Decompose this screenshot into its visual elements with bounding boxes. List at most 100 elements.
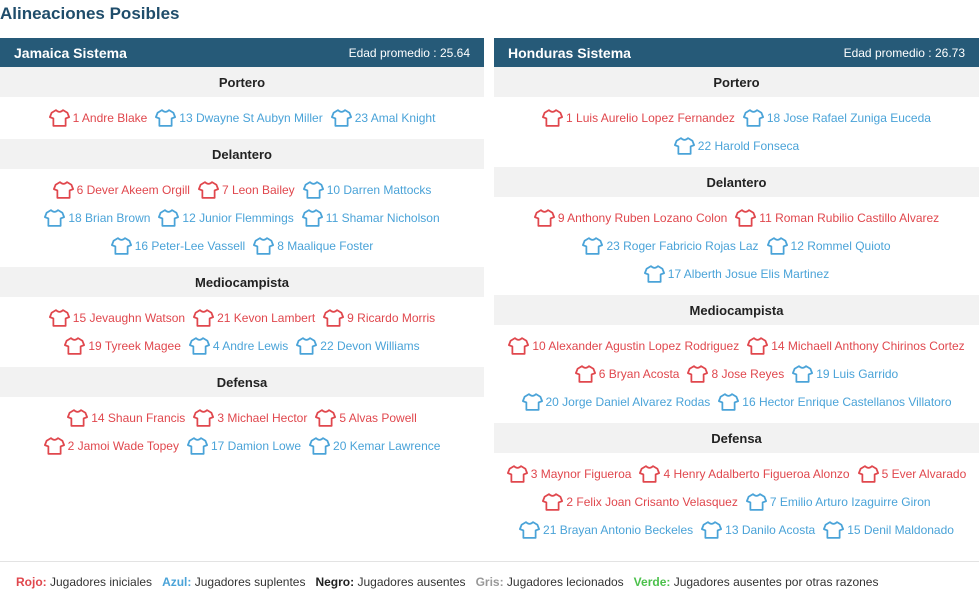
- player-name: 4 Andre Lewis: [212, 339, 289, 353]
- player-row: 18 Brian Brown 12 Junior Flemmings 11 Sham…: [0, 204, 484, 232]
- shirt-icon: [542, 109, 564, 127]
- player-link[interactable]: 21 Kevon Lambert: [193, 308, 315, 328]
- player-link[interactable]: 2 Felix Joan Crisanto Velasquez: [542, 492, 738, 512]
- player-link[interactable]: 4 Andre Lewis: [188, 336, 289, 356]
- shirt-icon: [301, 209, 323, 227]
- team-header: Jamaica Sistema Edad promedio : 25.64: [0, 38, 484, 67]
- legend-text: Jugadores ausentes: [354, 574, 466, 589]
- player-link[interactable]: 1 Luis Aurelio Lopez Fernandez: [542, 108, 735, 128]
- player-name: 20 Kemar Lawrence: [333, 439, 441, 453]
- player-row: 17 Alberth Josue Elis Martinez: [494, 260, 979, 288]
- player-link[interactable]: 16 Hector Enrique Castellanos Villatoro: [718, 392, 952, 412]
- player-link[interactable]: 5 Ever Alvarado: [857, 464, 966, 484]
- player-link[interactable]: 4 Henry Adalberto Figueroa Alonzo: [639, 464, 850, 484]
- shirt-icon: [857, 465, 879, 483]
- shirt-icon: [792, 365, 814, 383]
- player-link[interactable]: 13 Danilo Acosta: [701, 520, 815, 540]
- player-link[interactable]: 11 Roman Rubilio Castillo Alvarez: [735, 208, 939, 228]
- player-name: 13 Dwayne St Aubyn Miller: [179, 111, 323, 125]
- team-header: Honduras Sistema Edad promedio : 26.73: [494, 38, 979, 67]
- player-link[interactable]: 14 Michaell Anthony Chirinos Cortez: [747, 336, 965, 356]
- player-name: 13 Danilo Acosta: [725, 523, 816, 537]
- player-link[interactable]: 10 Alexander Agustin Lopez Rodriguez: [508, 336, 739, 356]
- lineup-sections: Portero 1 Andre Blake 13 Dwayne St Aubyn M…: [0, 67, 484, 467]
- player-link[interactable]: 20 Jorge Daniel Alvarez Rodas: [521, 392, 710, 412]
- player-link[interactable]: 8 Jose Reyes: [687, 364, 784, 384]
- shirt-icon: [519, 521, 541, 539]
- player-link[interactable]: 8 Maalique Foster: [253, 236, 373, 256]
- player-list: 3 Maynor Figueroa 4 Henry Adalberto Figue…: [494, 453, 979, 551]
- player-link[interactable]: 18 Brian Brown: [44, 208, 150, 228]
- player-link[interactable]: 7 Emilio Arturo Izaguirre Giron: [745, 492, 931, 512]
- legend-key: Gris:: [475, 574, 504, 589]
- player-link[interactable]: 2 Jamoi Wade Topey: [43, 436, 179, 456]
- player-link[interactable]: 10 Darren Mattocks: [302, 180, 432, 200]
- player-row: 10 Alexander Agustin Lopez Rodriguez 14 M…: [494, 332, 979, 360]
- player-link[interactable]: 18 Jose Rafael Zuniga Euceda: [742, 108, 931, 128]
- player-row: 2 Felix Joan Crisanto Velasquez 7 Emilio …: [494, 488, 979, 516]
- player-link[interactable]: 12 Junior Flemmings: [158, 208, 294, 228]
- legend-key: Rojo:: [16, 574, 47, 589]
- shirt-icon: [643, 265, 665, 283]
- player-name: 4 Henry Adalberto Figueroa Alonzo: [663, 467, 850, 481]
- player-link[interactable]: 12 Rommel Quioto: [766, 236, 891, 256]
- section-title-portero: Portero: [0, 67, 484, 97]
- player-name: 17 Alberth Josue Elis Martinez: [667, 267, 830, 281]
- player-name: 22 Devon Williams: [320, 339, 420, 353]
- shirt-icon: [186, 437, 208, 455]
- shirt-icon: [521, 393, 543, 411]
- legend-text: Jugadores ausentes por otras razones: [670, 574, 879, 589]
- shirt-icon: [67, 409, 89, 427]
- player-link[interactable]: 17 Alberth Josue Elis Martinez: [643, 264, 830, 284]
- player-name: 1 Luis Aurelio Lopez Fernandez: [566, 111, 735, 125]
- player-link[interactable]: 13 Dwayne St Aubyn Miller: [155, 108, 323, 128]
- player-link[interactable]: 16 Peter-Lee Vassell: [110, 236, 246, 256]
- shirt-icon: [506, 465, 528, 483]
- player-link[interactable]: 14 Shaun Francis: [67, 408, 185, 428]
- shirt-icon: [533, 209, 555, 227]
- shirt-icon: [582, 237, 604, 255]
- legend-key: Azul:: [162, 574, 192, 589]
- player-link[interactable]: 22 Devon Williams: [296, 336, 420, 356]
- player-link[interactable]: 7 Leon Bailey: [197, 180, 295, 200]
- player-link[interactable]: 19 Luis Garrido: [792, 364, 898, 384]
- player-link[interactable]: 17 Damion Lowe: [186, 436, 301, 456]
- player-link[interactable]: 23 Roger Fabricio Rojas Laz: [582, 236, 759, 256]
- player-row: 19 Tyreek Magee 4 Andre Lewis 22 Devon Wil…: [0, 332, 484, 360]
- shirt-icon: [188, 337, 210, 355]
- player-link[interactable]: 11 Shamar Nicholson: [301, 208, 440, 228]
- player-link[interactable]: 1 Andre Blake: [48, 108, 148, 128]
- player-link[interactable]: 3 Maynor Figueroa: [506, 464, 632, 484]
- player-link[interactable]: 9 Anthony Ruben Lozano Colon: [533, 208, 727, 228]
- player-name: 10 Darren Mattocks: [326, 183, 432, 197]
- shirt-icon: [766, 237, 788, 255]
- player-name: 3 Maynor Figueroa: [530, 467, 632, 481]
- player-row: 15 Jevaughn Watson 21 Kevon Lambert 9 Rica…: [0, 304, 484, 332]
- shirt-icon: [574, 365, 596, 383]
- player-link[interactable]: 9 Ricardo Morris: [323, 308, 435, 328]
- player-link[interactable]: 5 Alvas Powell: [315, 408, 417, 428]
- player-link[interactable]: 20 Kemar Lawrence: [309, 436, 440, 456]
- player-name: 3 Michael Hector: [217, 411, 308, 425]
- player-link[interactable]: 3 Michael Hector: [193, 408, 307, 428]
- player-link[interactable]: 21 Brayan Antonio Beckeles: [519, 520, 693, 540]
- player-link[interactable]: 23 Amal Knight: [330, 108, 435, 128]
- player-link[interactable]: 6 Bryan Acosta: [574, 364, 679, 384]
- player-name: 1 Andre Blake: [72, 111, 148, 125]
- shirt-icon: [639, 465, 661, 483]
- legend-key: Verde:: [633, 574, 671, 589]
- player-link[interactable]: 22 Harold Fonseca: [673, 136, 799, 156]
- player-link[interactable]: 19 Tyreek Magee: [64, 336, 181, 356]
- shirt-icon: [742, 109, 764, 127]
- player-name: 23 Roger Fabricio Rojas Laz: [606, 239, 759, 253]
- legend-item: Gris: Jugadores lecionados: [476, 575, 624, 589]
- shirt-icon: [330, 109, 352, 127]
- player-link[interactable]: 6 Dever Akeem Orgill: [52, 180, 190, 200]
- player-link[interactable]: 15 Denil Maldonado: [823, 520, 954, 540]
- player-link[interactable]: 15 Jevaughn Watson: [48, 308, 185, 328]
- player-name: 6 Dever Akeem Orgill: [76, 183, 190, 197]
- shirt-icon: [52, 181, 74, 199]
- player-name: 16 Peter-Lee Vassell: [134, 239, 246, 253]
- player-name: 16 Hector Enrique Castellanos Villatoro: [742, 395, 952, 409]
- player-name: 15 Denil Maldonado: [847, 523, 954, 537]
